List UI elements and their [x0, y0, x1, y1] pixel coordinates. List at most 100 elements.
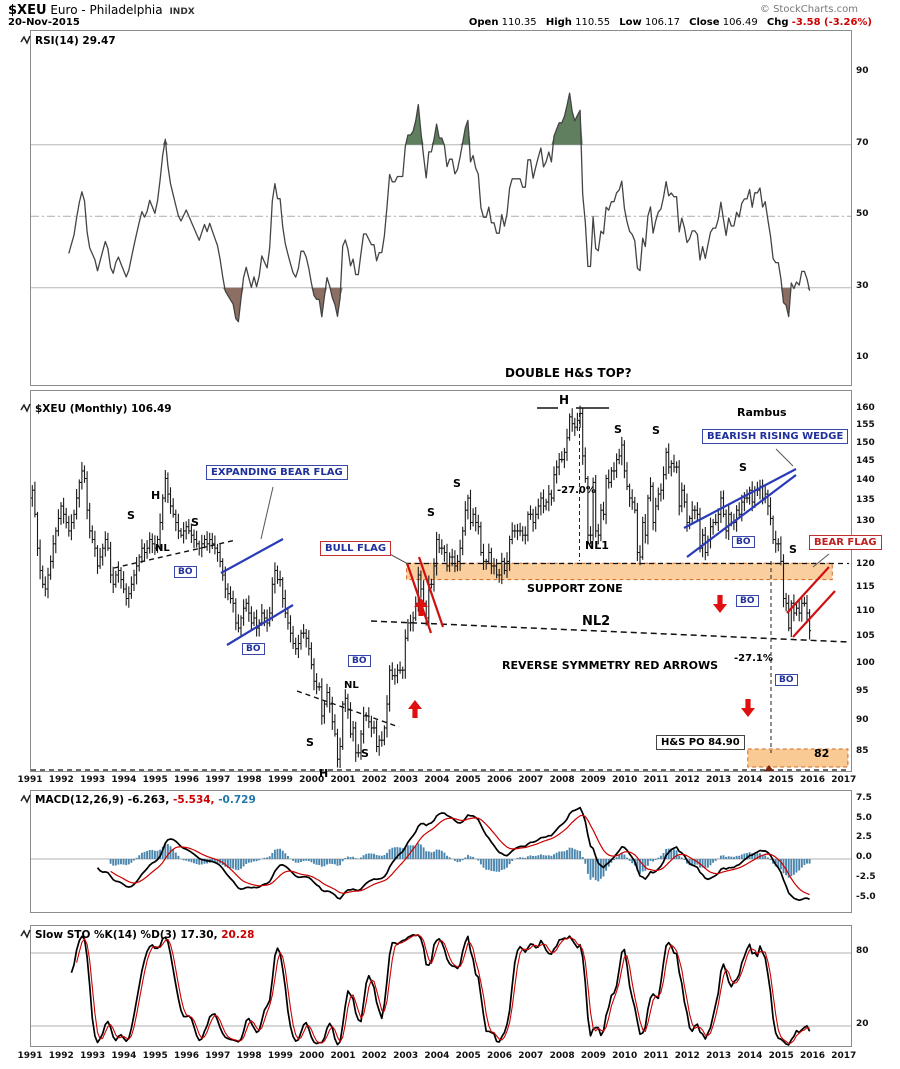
year-axis-label: 2004 [424, 775, 450, 785]
annotation-shoulder: S [614, 423, 622, 436]
price-axis-label: 150 [856, 437, 875, 448]
price-axis-label: 120 [856, 558, 875, 569]
chg-value: -3.58 (-3.26%) [791, 17, 872, 28]
annotation-neckline-2: NL2 [582, 614, 611, 629]
year-axis-label: 1996 [173, 775, 200, 785]
annotation-shoulder: S [427, 506, 435, 519]
year-axis-label: 2011 [643, 775, 669, 785]
sto-axis-label: 80 [856, 945, 869, 956]
sto-axis-label: 20 [856, 1018, 869, 1029]
annotation-bo: BO [242, 643, 265, 655]
annotation-drop-percent-1: -27.0% [557, 485, 596, 496]
price-value: 106.49 [131, 403, 172, 415]
annotation-shoulder: S [306, 736, 314, 749]
annotation-bo: BO [736, 595, 759, 607]
year-axis-label: 2013 [706, 1051, 732, 1061]
year-axis-label: 1992 [48, 775, 74, 785]
low-label: Low [619, 17, 642, 28]
year-axis-label: 2010 [612, 775, 638, 785]
macd-axis-label: -5.0 [856, 891, 876, 902]
price-panel [30, 390, 852, 772]
rsi-panel [30, 30, 852, 386]
macd-value-3: -0.729 [218, 794, 256, 806]
sto-label: Slow STO %K(14) %D(3) [35, 929, 177, 941]
year-axis-label: 2010 [612, 1051, 638, 1061]
rsi-axis-label: 50 [856, 209, 869, 220]
annotation-box-bearish-rising-wedge: BEARISH RISING WEDGE [702, 429, 849, 444]
year-axis-label: 2005 [455, 1051, 481, 1061]
year-axis-label: 1997 [205, 775, 231, 785]
indicator-icon [20, 35, 31, 45]
macd-axis-label: 2.5 [856, 832, 872, 843]
chg-label: Chg [766, 17, 789, 28]
sto-label-row: Slow STO %K(14) %D(3) 17.30, 20.28 [20, 928, 254, 941]
price-axis-label: 115 [856, 581, 875, 592]
price-label: $XEU (Monthly) [35, 403, 128, 415]
year-axis-label: 1995 [142, 775, 168, 785]
sto-plot [31, 933, 851, 1046]
year-axis-label: 2006 [486, 775, 513, 785]
exchange: INDX [169, 7, 195, 17]
annotation-shoulder: S [453, 477, 461, 490]
annotation-shoulder: S [361, 747, 369, 760]
sto-panel [30, 925, 852, 1047]
annotation-head-top: H [559, 393, 570, 407]
price-axis-label: 85 [856, 745, 869, 756]
year-axis-label: 2000 [299, 775, 325, 785]
year-axis-label: 1991 [17, 775, 43, 785]
year-axis-label: 2007 [518, 775, 544, 785]
year-axis-label: 2016 [799, 775, 826, 785]
year-axis-label: 2012 [674, 775, 700, 785]
year-axis-label: 2003 [393, 775, 419, 785]
macd-label: MACD(12,26,9) [35, 794, 125, 806]
macd-value-2: -5.534, [172, 794, 215, 806]
symbol-name: Euro - Philadelphia [50, 3, 163, 17]
sto-value-2: 20.28 [221, 929, 255, 941]
annotation-shoulder: S [739, 461, 747, 474]
rsi-axis-label: 70 [856, 137, 869, 148]
year-axis-label: 1997 [205, 1051, 231, 1061]
annotation-shoulder: S [191, 516, 199, 529]
price-axis-label: 155 [856, 420, 875, 431]
annotation-neckline: NL [155, 543, 170, 554]
macd-axis-label: 5.0 [856, 812, 872, 823]
annotation-po-level: 82 [814, 747, 830, 760]
year-axis-label: 2001 [330, 775, 356, 785]
annotation-head-bottom: H [319, 767, 329, 780]
high-label: High [545, 17, 572, 28]
annotation-box-bull-flag: BULL FLAG [320, 541, 392, 556]
price-axis-label: 95 [856, 685, 869, 696]
high-value: 110.55 [575, 17, 611, 28]
year-axis-label: 2007 [518, 1051, 544, 1061]
open-label: Open [468, 17, 499, 28]
year-axis-label: 2009 [580, 1051, 606, 1061]
annotation-shoulder: S [127, 509, 135, 522]
price-axis-label: 135 [856, 495, 875, 506]
year-axis-label: 2005 [455, 775, 481, 785]
annotation-shoulder: S [652, 424, 660, 437]
year-axis-label: 1992 [48, 1051, 74, 1061]
year-axis-label: 1991 [17, 1051, 43, 1061]
annotation-rambus: Rambus [737, 406, 787, 419]
annotation-bo: BO [775, 674, 798, 686]
indicator-icon [20, 403, 31, 413]
rsi-axis-label: 30 [856, 280, 869, 291]
year-axis-label: 2000 [299, 1051, 325, 1061]
copyright: © StockCharts.com [759, 4, 858, 15]
year-axis-label: 2004 [424, 1051, 450, 1061]
year-axis-label: 1994 [111, 775, 137, 785]
annotation-box-bear-flag: BEAR FLAG [809, 535, 882, 550]
chart-title: $XEU Euro - Philadelphia INDX [8, 3, 195, 18]
quote-line: Open 110.35 High 110.55 Low 106.17 Close… [463, 17, 872, 28]
macd-plot [31, 806, 851, 902]
price-axis-label: 140 [856, 475, 875, 486]
annotation-neckline-1: NL1 [585, 539, 609, 552]
annotation-bo: BO [348, 655, 371, 667]
year-axis-label: 2006 [486, 1051, 513, 1061]
year-axis-label: 1998 [236, 1051, 262, 1061]
year-axis-label: 2008 [549, 1051, 575, 1061]
price-axis-label: 110 [856, 606, 875, 617]
year-axis-label: 2013 [706, 775, 732, 785]
year-axis-label: 2017 [831, 1051, 857, 1061]
